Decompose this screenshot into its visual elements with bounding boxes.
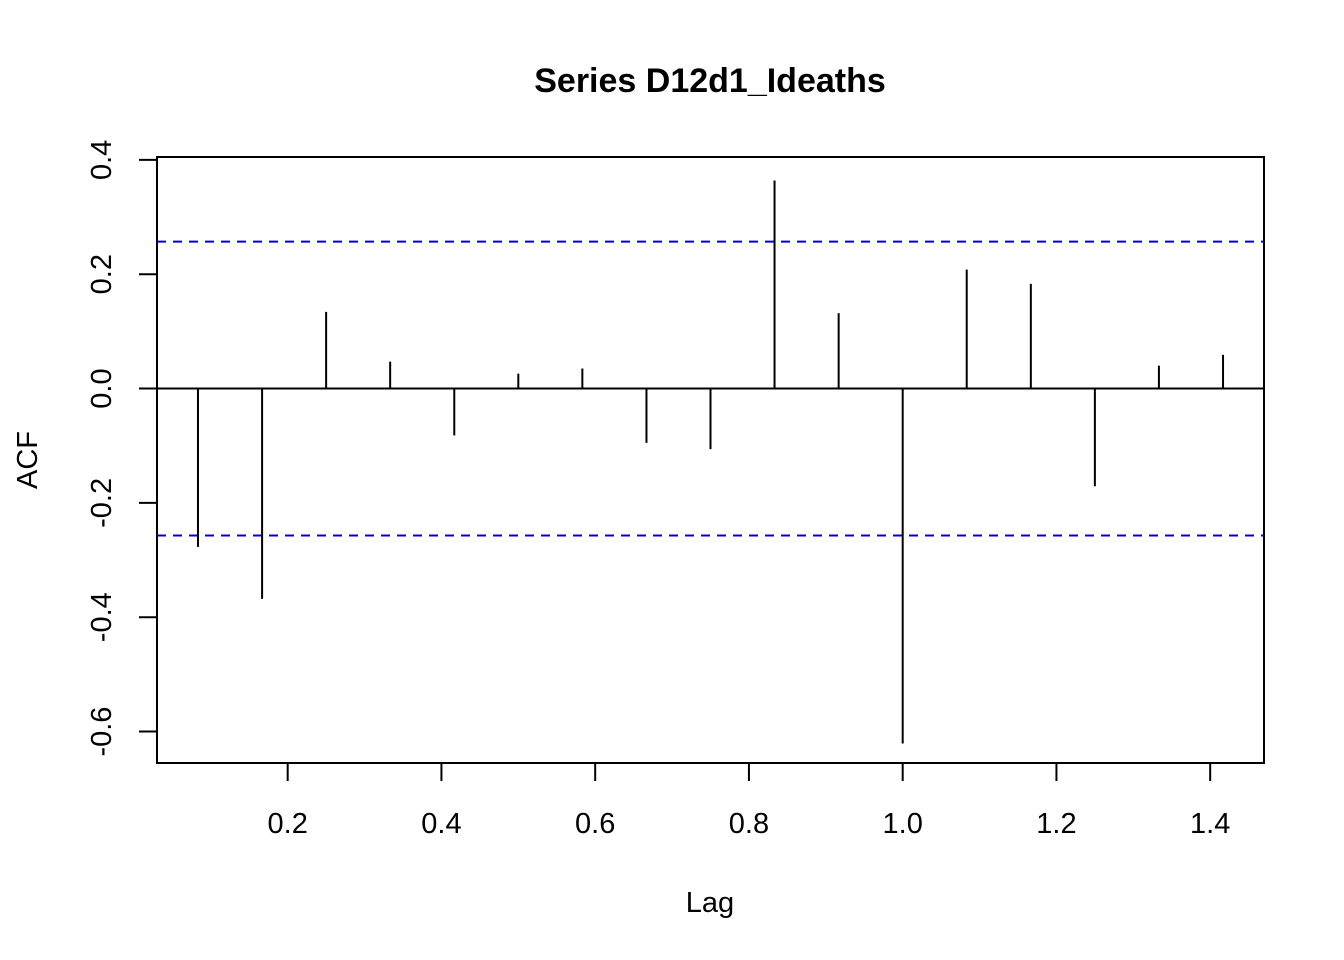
y-tick-label-1: -0.4	[86, 592, 118, 642]
y-tick-label-0: -0.6	[86, 707, 118, 757]
x-axis: 0.2 0.4 0.6 0.8 1.0 1.2 1.4	[268, 763, 1230, 840]
acf-marks	[157, 180, 1264, 744]
x-tick-label-5: 1.2	[1036, 808, 1076, 840]
x-tick-label-1: 0.4	[421, 808, 461, 840]
y-tick-label-2: -0.2	[86, 478, 118, 528]
chart-title: Series D12d1_Ideaths	[534, 62, 886, 100]
x-axis-label: Lag	[686, 887, 734, 919]
x-tick-label-4: 1.0	[883, 808, 923, 840]
y-axis: -0.6 -0.4 -0.2 0.0 0.2 0.4	[86, 140, 157, 757]
x-tick-label-6: 1.4	[1190, 808, 1230, 840]
y-tick-label-4: 0.2	[86, 254, 118, 294]
plot-frame	[156, 156, 1265, 764]
y-axis-label: ACF	[12, 431, 44, 489]
x-tick-label-0: 0.2	[268, 808, 308, 840]
x-tick-label-2: 0.6	[575, 808, 615, 840]
y-tick-label-5: 0.4	[86, 140, 118, 180]
x-tick-label-3: 0.8	[729, 808, 769, 840]
y-tick-label-3: 0.0	[86, 368, 118, 408]
